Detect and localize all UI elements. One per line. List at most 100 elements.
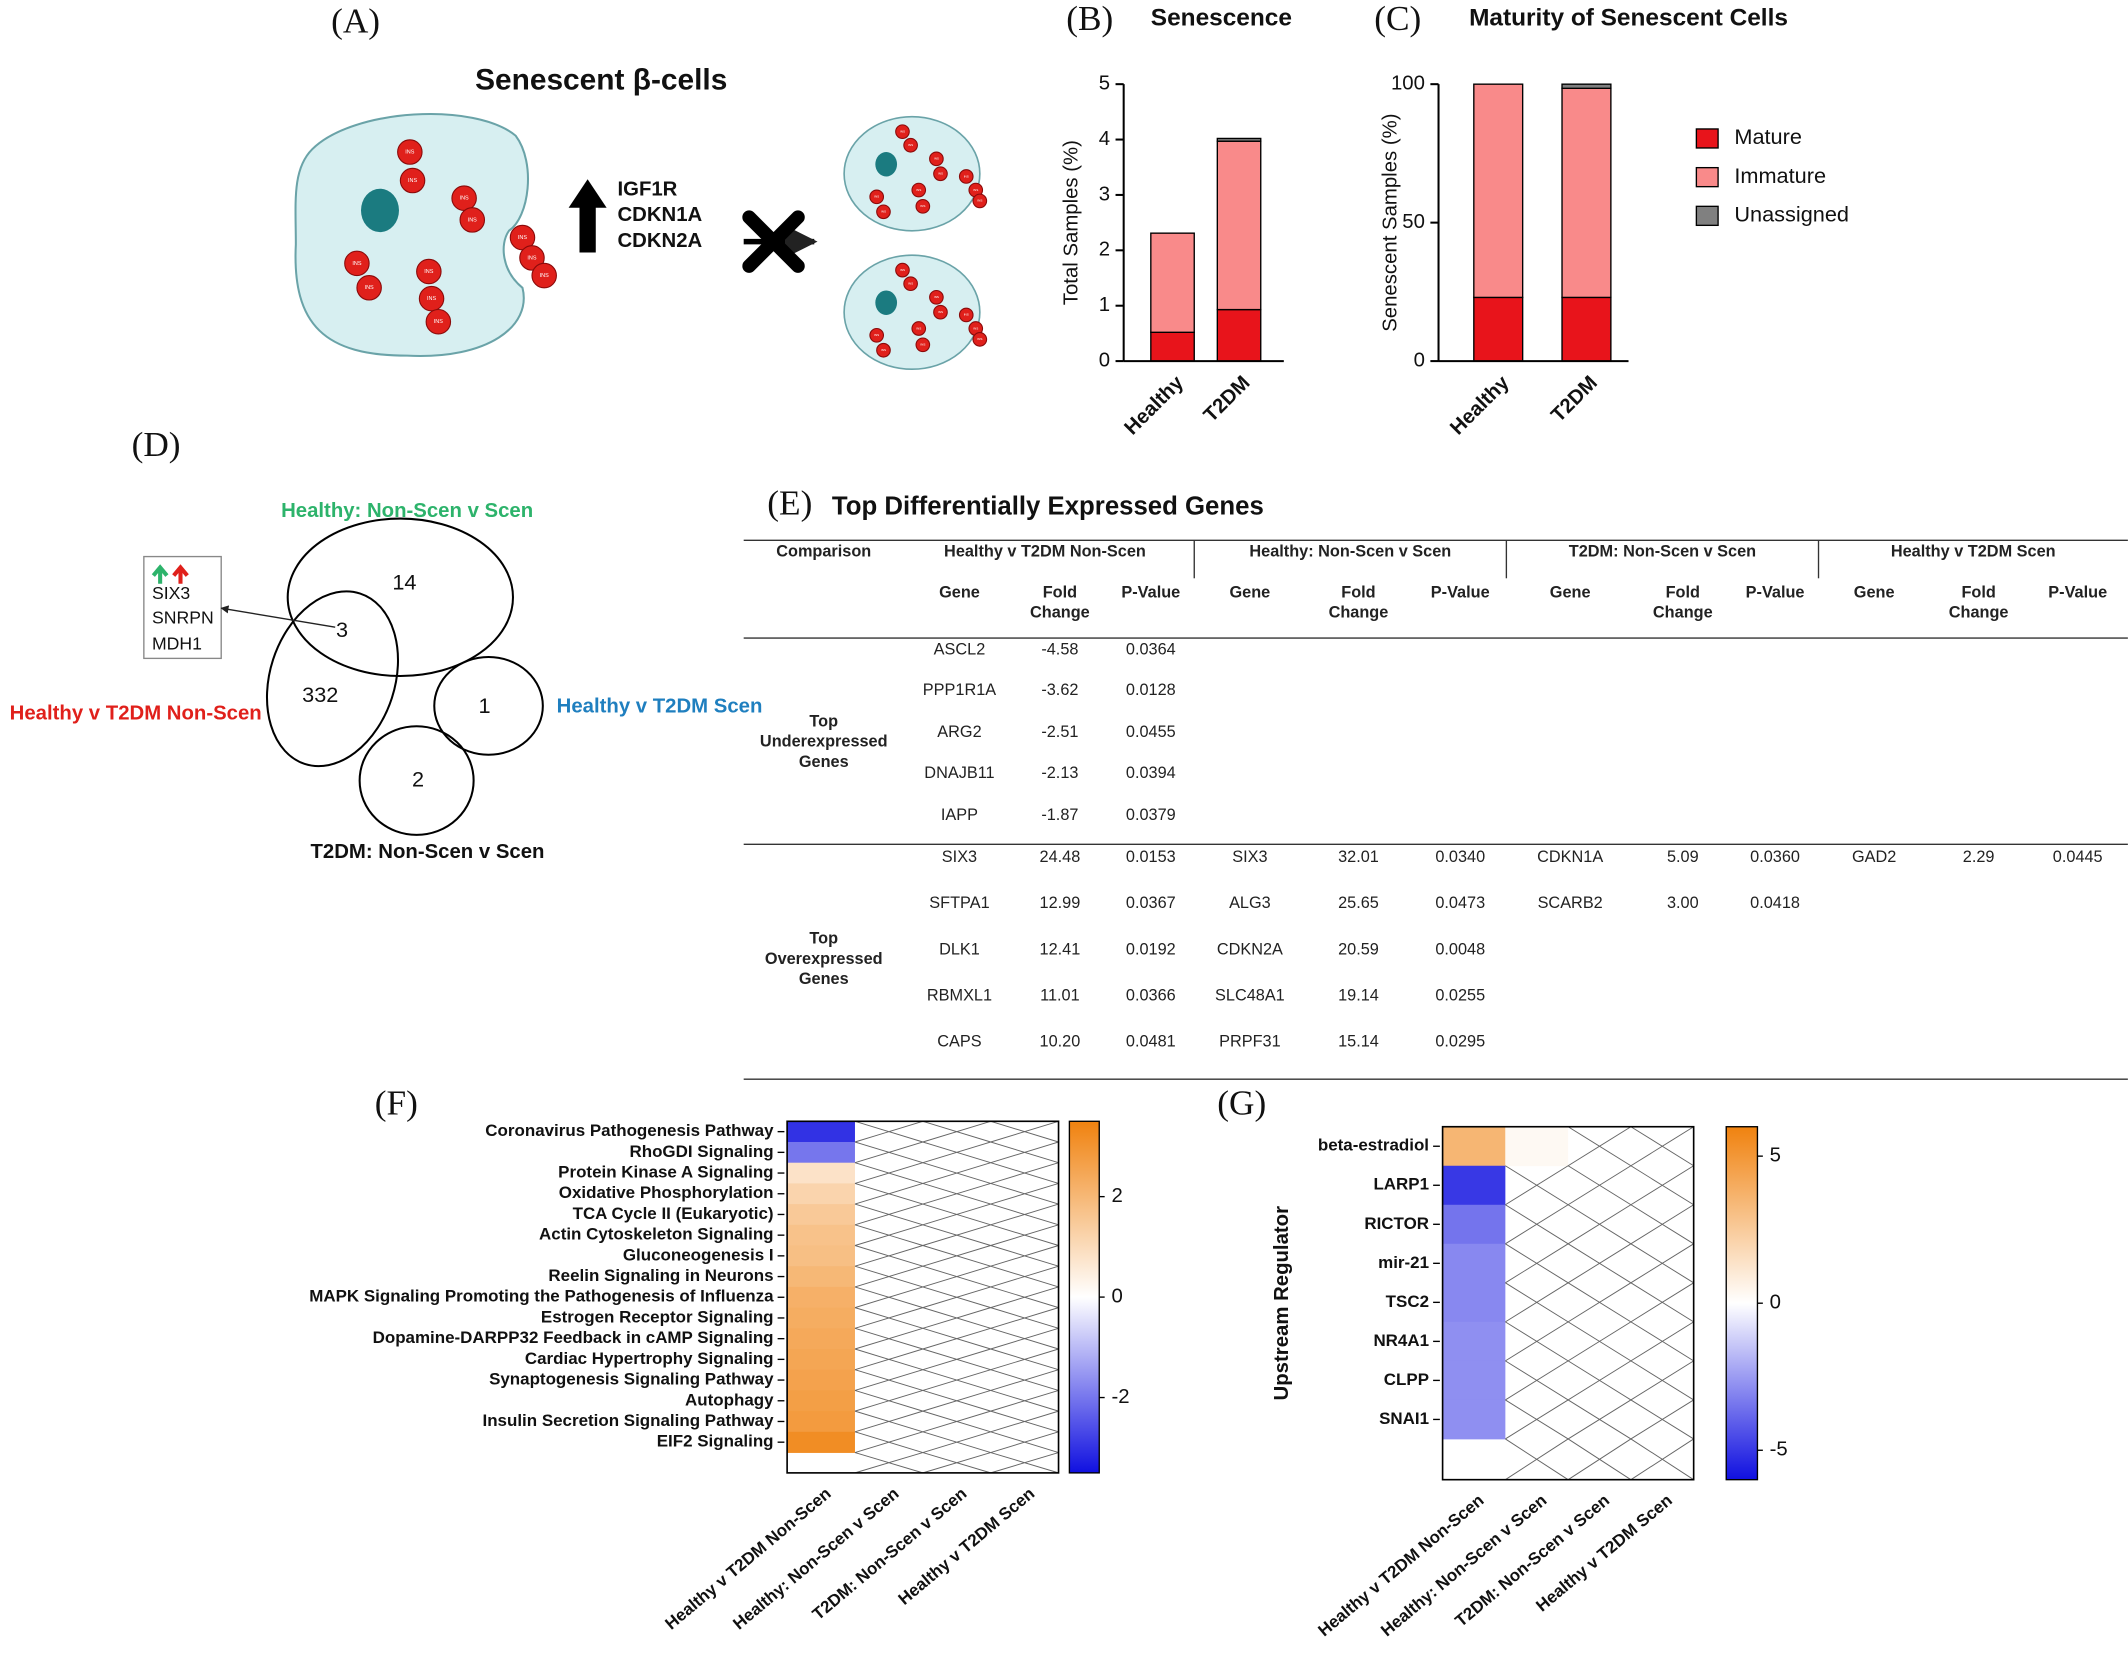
column-header: P-Value: [1430, 582, 1490, 602]
legend-swatch: [1695, 166, 1719, 188]
row-label: EIF2 Signaling: [657, 1432, 774, 1451]
heatmap-cell: [1442, 1321, 1506, 1362]
column-header: Gene: [1853, 582, 1895, 602]
ins-granules: INS INS INS INS INS INS INS INS INS INS INS INS INS I…: [344, 124, 988, 358]
missing-cell: [854, 1162, 923, 1184]
missing-cell: [990, 1286, 1059, 1309]
y-axis-label: Total Samples (%): [1060, 140, 1082, 305]
bar-segment: [1561, 87, 1612, 299]
ins-label: INS: [881, 210, 886, 214]
table-cell: SCARB2: [1537, 893, 1603, 913]
ins-label: INS: [977, 199, 982, 203]
column-header: Fold Change: [1328, 582, 1389, 622]
table-cell: ALG3: [1229, 893, 1271, 913]
heatmap-cell: [787, 1307, 855, 1329]
ins-label: INS: [916, 188, 921, 192]
legend-label: Mature: [1734, 124, 1802, 149]
heatmap-frame: [786, 1120, 1060, 1474]
missing-cell: [1567, 1243, 1632, 1284]
bar-segment: [1150, 232, 1195, 333]
column-header: P-Value: [1745, 582, 1805, 602]
row-label: Dopamine-DARPP32 Feedback in cAMP Signal…: [373, 1328, 774, 1347]
table-cell: 2.29: [1962, 847, 1995, 867]
missing-cell: [922, 1286, 991, 1309]
table-cell: 3.00: [1666, 893, 1699, 913]
row-label: Insulin Secretion Signaling Pathway: [482, 1411, 774, 1430]
shared-gene: MDH1: [152, 633, 202, 653]
x-tick-label: T2DM: [1547, 372, 1602, 427]
colorbar-tick-label: 5: [1770, 1145, 1781, 1167]
missing-cell: [854, 1369, 923, 1391]
colorbar-tick-label: 0: [1770, 1292, 1781, 1314]
table-cell: 10.20: [1039, 1031, 1081, 1051]
table-cell: CDKN1A: [1537, 847, 1604, 867]
table-cell: -1.87: [1041, 804, 1079, 825]
missing-cell: [922, 1141, 991, 1164]
ins-label: INS: [405, 149, 414, 155]
missing-cell: [1567, 1321, 1632, 1362]
table-title: Top Differentially Expressed Genes: [832, 493, 1264, 521]
ins-granule: [911, 182, 927, 198]
ins-label: INS: [938, 310, 943, 314]
ins-label: INS: [460, 196, 469, 202]
missing-cell: [1505, 1360, 1569, 1401]
ins-label: INS: [920, 204, 925, 208]
table-cell: 20.59: [1338, 939, 1379, 959]
venn-set: [265, 590, 400, 768]
table-cell: 15.14: [1338, 1031, 1379, 1051]
venn-set: [286, 517, 515, 678]
column-header: Gene: [939, 582, 980, 602]
ins-granule: [876, 342, 891, 358]
y-axis-label: Senescent Samples (%): [1379, 113, 1401, 331]
missing-cell: [922, 1431, 991, 1453]
missing-cell: [1567, 1282, 1632, 1323]
bar-segment: [1150, 331, 1195, 362]
table-cell: 0.0366: [1125, 985, 1176, 1005]
table-cell: -4.58: [1041, 639, 1079, 659]
ins-granule: [915, 199, 931, 214]
missing-cell: [922, 1224, 991, 1246]
table-cell: 25.65: [1338, 893, 1379, 913]
column-header: Gene: [1229, 582, 1271, 602]
ins-label: INS: [427, 296, 436, 302]
venn-count: 3: [336, 617, 348, 642]
table-cell: SLC48A1: [1215, 985, 1285, 1005]
colorbar-tick-label: -5: [1770, 1439, 1788, 1461]
missing-cell: [1630, 1282, 1694, 1323]
table-cell: 0.0340: [1435, 847, 1486, 867]
table-cell: PRPF31: [1219, 1031, 1281, 1051]
row-label: Autophagy: [685, 1390, 774, 1409]
panel-label: (E): [767, 483, 812, 522]
row-label: Synaptogenesis Signaling Pathway: [489, 1370, 774, 1389]
bar-segment: [1561, 83, 1612, 89]
y-tick-label: 3: [1099, 183, 1110, 205]
y-tick-label: 50: [1402, 211, 1425, 233]
legend-label: Unassigned: [1734, 202, 1849, 227]
row-label: CLPP: [1384, 1370, 1429, 1389]
missing-cell: [922, 1452, 991, 1474]
missing-cell: [854, 1431, 923, 1453]
missing-cell: [854, 1203, 923, 1226]
table-cell: GAD2: [1851, 847, 1897, 867]
missing-cell: [990, 1389, 1059, 1412]
gene-label: CDKN1A: [617, 204, 702, 226]
heatmap-cell: [1442, 1243, 1506, 1284]
ins-granule: [344, 250, 370, 277]
ins-granule: [869, 189, 885, 205]
venn-count: 1: [478, 693, 490, 718]
missing-cell: [1505, 1438, 1569, 1481]
ins-label: INS: [916, 326, 921, 330]
nucleus: [360, 188, 399, 233]
ins-label: INS: [881, 348, 886, 352]
ins-granule: [519, 245, 545, 271]
missing-cell: [1630, 1321, 1694, 1362]
heatmap-cell: [1442, 1204, 1506, 1245]
ins-label: INS: [934, 157, 939, 161]
missing-cell: [854, 1307, 923, 1329]
missing-cell: [1630, 1243, 1694, 1284]
row-label: Reelin Signaling in Neurons: [548, 1266, 773, 1285]
ins-label: INS: [874, 333, 879, 337]
row-label: beta-estradiol: [1318, 1136, 1429, 1155]
